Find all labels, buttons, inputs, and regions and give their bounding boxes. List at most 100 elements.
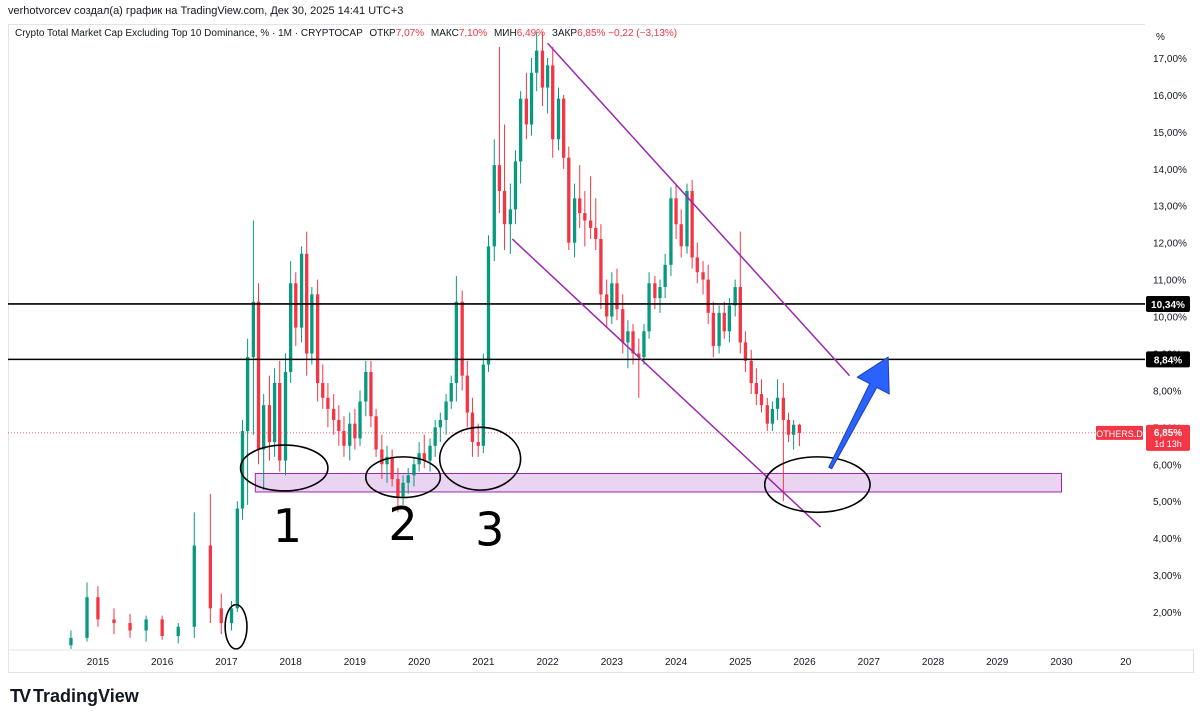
price-tick-label: 3,00%	[1153, 571, 1181, 582]
symbol-badge	[1096, 425, 1143, 440]
tradingview-mark-icon: TV	[10, 686, 31, 706]
candle-body	[321, 383, 325, 398]
candle-body	[476, 442, 480, 446]
candle-body	[621, 309, 625, 343]
candle-body	[240, 431, 245, 509]
time-tick-label: 2018	[280, 657, 303, 668]
candle-body	[508, 209, 512, 225]
candle-body	[128, 623, 132, 631]
candle-body	[781, 397, 786, 420]
candle-body	[256, 301, 261, 450]
candle-body	[567, 157, 571, 243]
candle-body	[219, 608, 223, 624]
price-tick-label: 6,00%	[1153, 460, 1181, 471]
candle-body	[406, 475, 410, 483]
candle-body	[492, 165, 496, 247]
time-tick-label: 2016	[151, 657, 174, 668]
candle-body	[396, 479, 400, 498]
drawing-lines-layer	[8, 42, 1194, 528]
legend-high-value: 7,10%	[458, 28, 488, 39]
channel-upper-line[interactable]	[547, 42, 851, 377]
candle-body	[583, 213, 587, 221]
time-tick-label: 2019	[344, 657, 367, 668]
handwritten-number: 3	[475, 503, 504, 557]
price-tick-label: 10,00%	[1153, 313, 1187, 324]
candle-body	[433, 427, 437, 446]
candle-body	[449, 383, 453, 402]
candle-body	[599, 238, 603, 295]
legend-change-value: −0,22 (−3,13%)	[608, 28, 678, 39]
candle-body	[775, 397, 780, 409]
candle-body	[518, 98, 523, 162]
time-tick-label: 2017	[215, 657, 238, 668]
handwritten-number: 1	[273, 499, 302, 553]
candle-body	[578, 198, 582, 214]
candle-body	[160, 619, 164, 637]
candle-body	[749, 360, 753, 384]
candle-body	[727, 305, 732, 332]
time-tick-label: 2023	[601, 657, 624, 668]
time-tick-label: 2022	[536, 657, 559, 668]
candle-body	[717, 312, 721, 347]
candle-body	[556, 98, 561, 140]
candle-body	[663, 264, 667, 287]
candle-body	[278, 383, 282, 461]
candle-body	[262, 405, 266, 450]
candle-body	[288, 283, 293, 372]
candle-body	[444, 401, 448, 420]
legend-low-label: МИН	[493, 28, 517, 39]
candle-body	[653, 283, 657, 299]
price-tick-label: 13,00%	[1153, 202, 1187, 213]
candle-body	[364, 371, 368, 402]
candle-body	[690, 190, 694, 258]
price-tick-label: 17,00%	[1153, 54, 1187, 65]
candle-body	[267, 405, 272, 443]
price-tick-label: 5,00%	[1153, 497, 1181, 508]
hand-drawn-layer: 1 2 3	[224, 356, 890, 650]
level-price-label: 10,34%	[1151, 300, 1185, 311]
candle-body	[615, 283, 619, 310]
candle-body	[679, 224, 683, 247]
time-tick-label: 2021	[472, 657, 495, 668]
tradingview-logo-text: TradingView	[33, 686, 139, 706]
time-tick-label: 2025	[729, 657, 752, 668]
price-tick-label: 11,00%	[1153, 276, 1186, 287]
candle-body	[786, 419, 791, 435]
candle-body	[513, 161, 518, 210]
legend-symbol-title[interactable]: Crypto Total Market Cap Excluding Top 10…	[15, 28, 363, 39]
time-tick-label: 2026	[793, 657, 816, 668]
candle-body	[529, 72, 534, 125]
price-tick-label: 2,00%	[1153, 608, 1181, 619]
candle-body	[695, 257, 699, 273]
candle-body	[722, 312, 726, 332]
candle-body	[438, 419, 442, 428]
candle-body	[337, 419, 341, 432]
candle-body	[412, 464, 416, 476]
price-axis-background	[1145, 24, 1194, 650]
legend-close-value: 6,85%	[577, 28, 606, 39]
price-tick-label: 15,00%	[1153, 128, 1187, 139]
candle-body	[497, 165, 502, 191]
candle-body	[502, 190, 507, 225]
candle-body	[594, 227, 598, 239]
candle-body	[791, 424, 796, 435]
price-tick-label: 16,00%	[1153, 91, 1187, 102]
channel-lower-line[interactable]	[511, 238, 822, 528]
candle-body	[551, 65, 555, 140]
legend-close-label: ЗАКР	[551, 28, 578, 39]
candle-body	[358, 401, 362, 439]
candle-body	[353, 423, 357, 439]
candle-body	[486, 246, 491, 365]
time-tick-label: 2015	[87, 657, 110, 668]
tradingview-logo[interactable]: TV TradingView	[10, 686, 139, 707]
level-price-badge	[1146, 295, 1190, 312]
candles-layer	[69, 32, 802, 649]
candle-body	[310, 294, 314, 354]
candle-body	[605, 294, 609, 317]
candle-body	[797, 424, 802, 433]
candle-body	[465, 375, 469, 413]
candle-body	[669, 198, 673, 265]
support-zone-rectangle[interactable]	[254, 473, 1062, 493]
candle-body	[380, 449, 384, 465]
